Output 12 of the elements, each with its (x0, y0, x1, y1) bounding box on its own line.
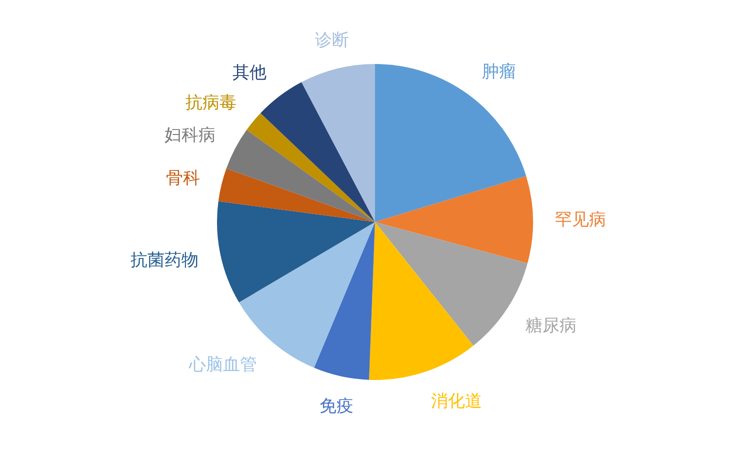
slice-label: 诊断 (314, 30, 349, 50)
slice-label: 抗菌药物 (130, 250, 199, 271)
slice-label: 心脑血管 (188, 354, 257, 375)
slice-label: 免疫 (319, 396, 354, 417)
slice-label: 肿瘤 (482, 62, 516, 82)
slice-label: 消化道 (431, 392, 482, 412)
slice-label: 骨科 (166, 168, 200, 189)
slice-label: 妇科病 (164, 126, 216, 146)
slice-label: 罕见病 (554, 210, 606, 230)
slice-label: 糖尿病 (525, 316, 576, 336)
slice-label: 抗病毒 (185, 93, 236, 114)
slice-label: 其他 (232, 63, 266, 84)
